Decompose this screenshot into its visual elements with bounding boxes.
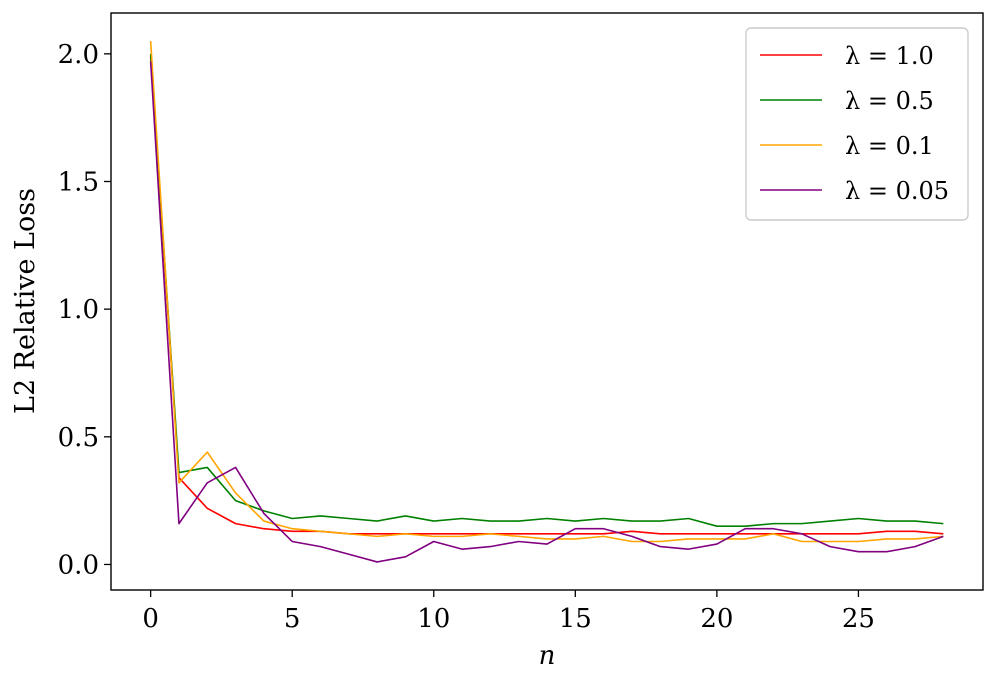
x-tick-label: 15	[559, 604, 592, 634]
series-lines	[149, 41, 944, 563]
x-axis-title: n	[539, 641, 556, 671]
x-tick-label: 0	[142, 604, 159, 634]
y-axis-title: L2 Relative Loss	[10, 188, 41, 414]
legend-box	[745, 27, 969, 221]
y-tick-label: 1.0	[58, 295, 99, 325]
legend-label: λ = 0.05	[845, 177, 949, 205]
series-line-2	[149, 53, 944, 527]
x-tick-label: 5	[284, 604, 301, 634]
legend: λ = 1.0 λ = 0.5 λ = 0.1 λ = 0.05	[745, 27, 969, 221]
x-tick-label: 20	[700, 604, 733, 634]
legend-label: λ = 0.5	[845, 87, 934, 115]
series-line-1	[149, 56, 944, 535]
series-line-4	[149, 61, 944, 563]
legend-label: λ = 0.1	[845, 132, 934, 160]
y-tick-label: 1.5	[58, 168, 99, 198]
x-tick-label: 10	[417, 604, 450, 634]
legend-label: λ = 1.0	[845, 42, 934, 70]
x-axis-ticks: 0 5 10 15 20 25	[142, 590, 875, 634]
y-axis-ticks: 0.0 0.5 1.0 1.5 2.0	[58, 40, 111, 580]
y-tick-label: 0.0	[58, 550, 99, 580]
series-line-3	[149, 41, 944, 543]
y-tick-label: 0.5	[58, 423, 99, 453]
x-tick-label: 25	[842, 604, 875, 634]
y-tick-label: 2.0	[58, 40, 99, 70]
